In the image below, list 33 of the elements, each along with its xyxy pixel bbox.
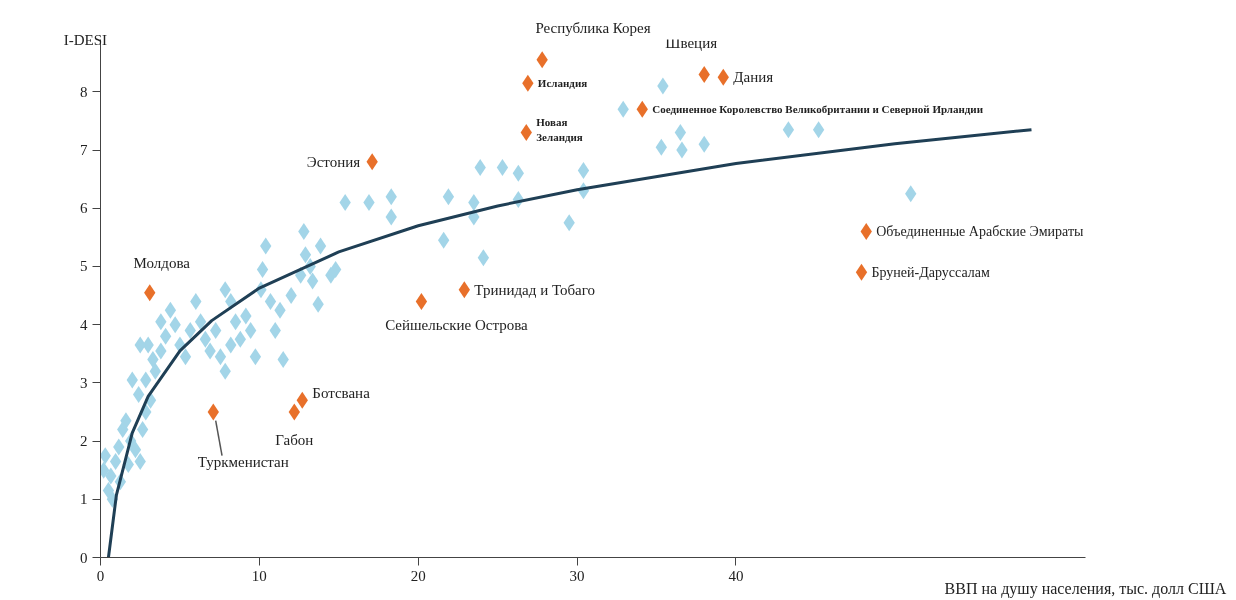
point [855,263,868,281]
annotation: Дания [733,69,774,86]
annotation: Молдова [133,254,191,271]
annotation: Тринидад и Тобаго [474,281,596,298]
annotation: Объединенные Арабские Эмираты [876,224,1085,240]
annotation: Бруней-Даруссалам [871,264,990,280]
y-tick-label: 1 [80,491,88,508]
y-tick-label: 5 [80,258,88,275]
point [415,292,428,310]
y-tick-label: 4 [80,316,88,333]
annotation: Соединенное Королевство Великобритании и Северной Ирландии [652,103,984,116]
y-tick-label: 7 [80,142,88,159]
x-tick-label: 30 [569,567,585,584]
annotation: Швеция [665,35,718,52]
y-tick-label: 2 [80,433,88,450]
x-axis-title: ВВП на душу населения, тыс. долл США [944,579,1227,598]
annotation: Ботсвана [312,385,371,402]
annotation: Габон [275,431,314,448]
y-tick-label: 6 [80,200,88,217]
annotation: Туркменистан [197,453,289,470]
x-tick-label: 10 [251,567,267,584]
annotation: Эстония [306,153,361,170]
annotation: Исландия [537,77,588,90]
y-axis-title: I-DESI [63,31,108,48]
annotation: Новая Зеландия [536,116,583,143]
y-tick-label: 0 [80,549,88,566]
y-tick-label: 8 [80,83,88,100]
x-tick-label: 0 [96,567,105,584]
x-tick-label: 20 [410,567,426,584]
annotation: Сейшельские Острова [385,317,529,334]
annotation: Республика Корея [535,19,651,36]
y-tick-label: 3 [80,374,88,391]
x-tick-label: 40 [728,567,744,584]
